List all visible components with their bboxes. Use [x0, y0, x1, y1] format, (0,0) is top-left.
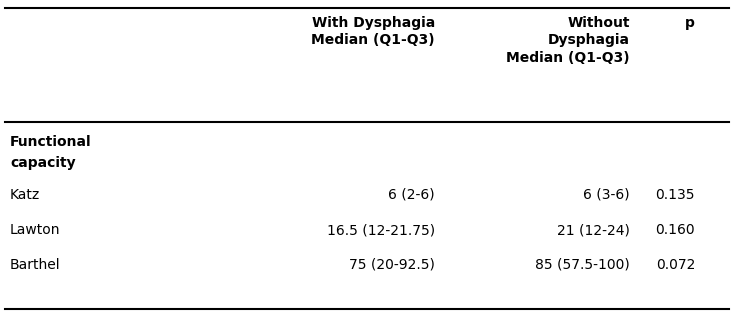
Text: 0.072: 0.072	[655, 258, 695, 272]
Text: capacity: capacity	[10, 156, 76, 170]
Text: 0.135: 0.135	[655, 188, 695, 202]
Text: 21 (12-24): 21 (12-24)	[557, 223, 630, 237]
Text: 75 (20-92.5): 75 (20-92.5)	[349, 258, 435, 272]
Text: Katz: Katz	[10, 188, 40, 202]
Text: With Dysphagia
Median (Q1-Q3): With Dysphagia Median (Q1-Q3)	[311, 16, 435, 47]
Text: Functional: Functional	[10, 135, 92, 149]
Text: 0.160: 0.160	[655, 223, 695, 237]
Text: Without
Dysphagia
Median (Q1-Q3): Without Dysphagia Median (Q1-Q3)	[506, 16, 630, 65]
Text: 6 (2-6): 6 (2-6)	[388, 188, 435, 202]
Text: p: p	[685, 16, 695, 30]
Text: 16.5 (12-21.75): 16.5 (12-21.75)	[327, 223, 435, 237]
Text: Lawton: Lawton	[10, 223, 60, 237]
Text: 85 (57.5-100): 85 (57.5-100)	[535, 258, 630, 272]
Text: 6 (3-6): 6 (3-6)	[584, 188, 630, 202]
Text: Barthel: Barthel	[10, 258, 61, 272]
